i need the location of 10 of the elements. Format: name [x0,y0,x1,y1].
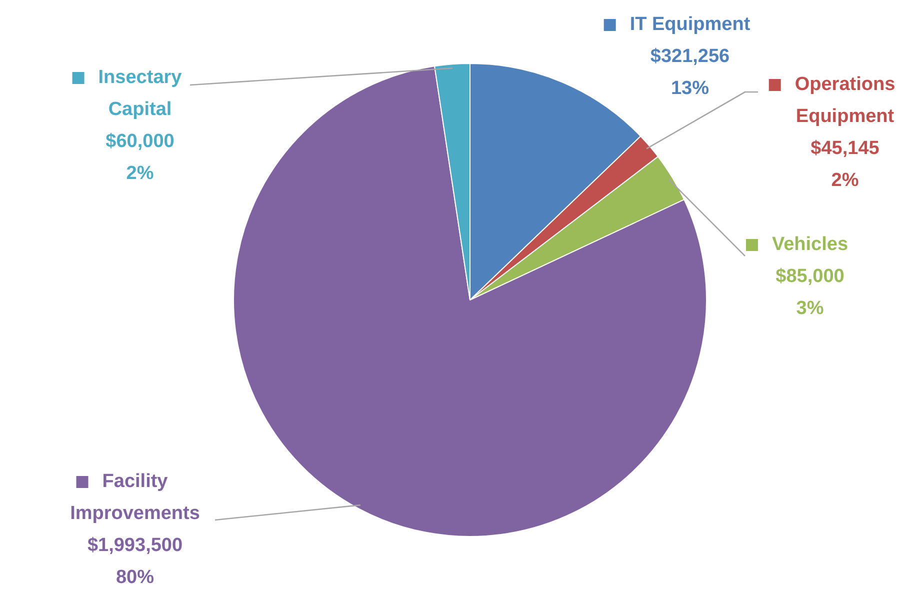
data-label: $60,000 2% [106,131,174,184]
data-label: $85,000 3% [776,266,844,320]
legend-label: Vehicles [772,234,848,256]
legend-label: Insectary Capital [98,67,182,120]
legend-label: Facility Improvements [70,471,200,524]
data-label: $1,993,500 80% [87,535,183,588]
data-label: $321,256 13% [650,46,730,100]
legend-label: Operations Equipment [794,74,896,128]
legend-label: IT Equipment [630,14,751,36]
data-label: $45,145 2% [810,138,880,192]
